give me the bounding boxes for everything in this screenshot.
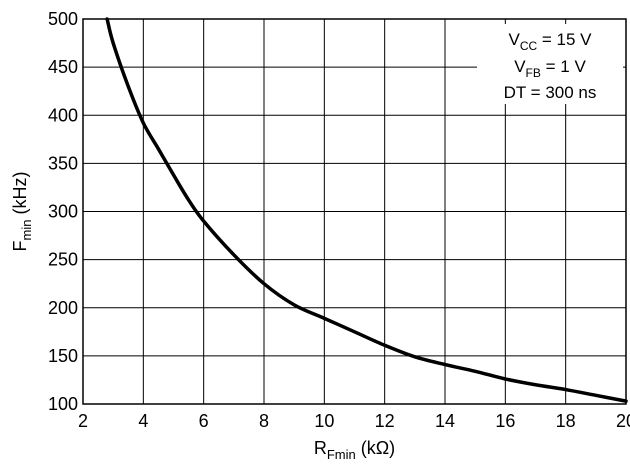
series-layer <box>105 17 628 403</box>
plot-frame <box>82 18 627 405</box>
x-tick-label: 10 <box>314 411 334 431</box>
y-axis-label: Fmin (kHz) <box>10 172 34 252</box>
x-tick-label: 4 <box>138 411 148 431</box>
series-line-0 <box>105 17 628 403</box>
y-axis-label-sub: min <box>19 220 34 241</box>
grid <box>83 19 626 404</box>
annotation-vcc-main: V <box>508 30 520 49</box>
y-tick-label: 350 <box>48 153 78 173</box>
annotation-dt-main: DT = 300 ns <box>504 83 597 102</box>
annotation-vfb-main: V <box>514 57 526 76</box>
conditions-annotation: VCC = 15 V VFB = 1 V DT = 300 ns <box>477 24 623 104</box>
annotation-vfb: VFB = 1 V <box>514 57 586 80</box>
y-tick-label: 200 <box>48 298 78 318</box>
x-axis-label-main: R <box>314 438 327 458</box>
x-tick-label: 18 <box>556 411 576 431</box>
annotation-vcc-rest: = 15 V <box>537 30 592 49</box>
annotation-vfb-sub: FB <box>526 66 541 80</box>
annotation-dt: DT = 300 ns <box>504 83 597 102</box>
annotation-vfb-rest: = 1 V <box>541 57 587 76</box>
x-axis-label-unit: (kΩ) <box>356 438 395 458</box>
y-tick-label: 450 <box>48 57 78 77</box>
y-tick-label: 100 <box>48 394 78 414</box>
tick-labels: 2 4 6 8 10 12 14 16 18 20 100 150 200 250 300 350 400 450… <box>48 9 630 431</box>
y-tick-label: 250 <box>48 250 78 270</box>
x-tick-label: 20 <box>616 411 630 431</box>
y-tick-label: 150 <box>48 346 78 366</box>
x-axis-label: RFmin (kΩ) <box>314 438 395 462</box>
annotation-vcc: VCC = 15 V <box>508 30 592 53</box>
y-tick-label: 300 <box>48 202 78 222</box>
x-tick-label: 8 <box>259 411 269 431</box>
x-tick-label: 6 <box>199 411 209 431</box>
annotation-vcc-sub: CC <box>520 39 538 53</box>
y-axis-label-main: F <box>10 240 30 251</box>
x-tick-label: 16 <box>495 411 515 431</box>
y-axis-label-unit: (kHz) <box>10 172 30 220</box>
y-tick-label: 400 <box>48 105 78 125</box>
annotation-background <box>477 24 623 104</box>
x-tick-label: 12 <box>375 411 395 431</box>
x-tick-label: 14 <box>435 411 455 431</box>
x-tick-label: 2 <box>78 411 88 431</box>
x-axis-label-sub: Fmin <box>327 447 356 462</box>
y-tick-label: 500 <box>48 9 78 29</box>
